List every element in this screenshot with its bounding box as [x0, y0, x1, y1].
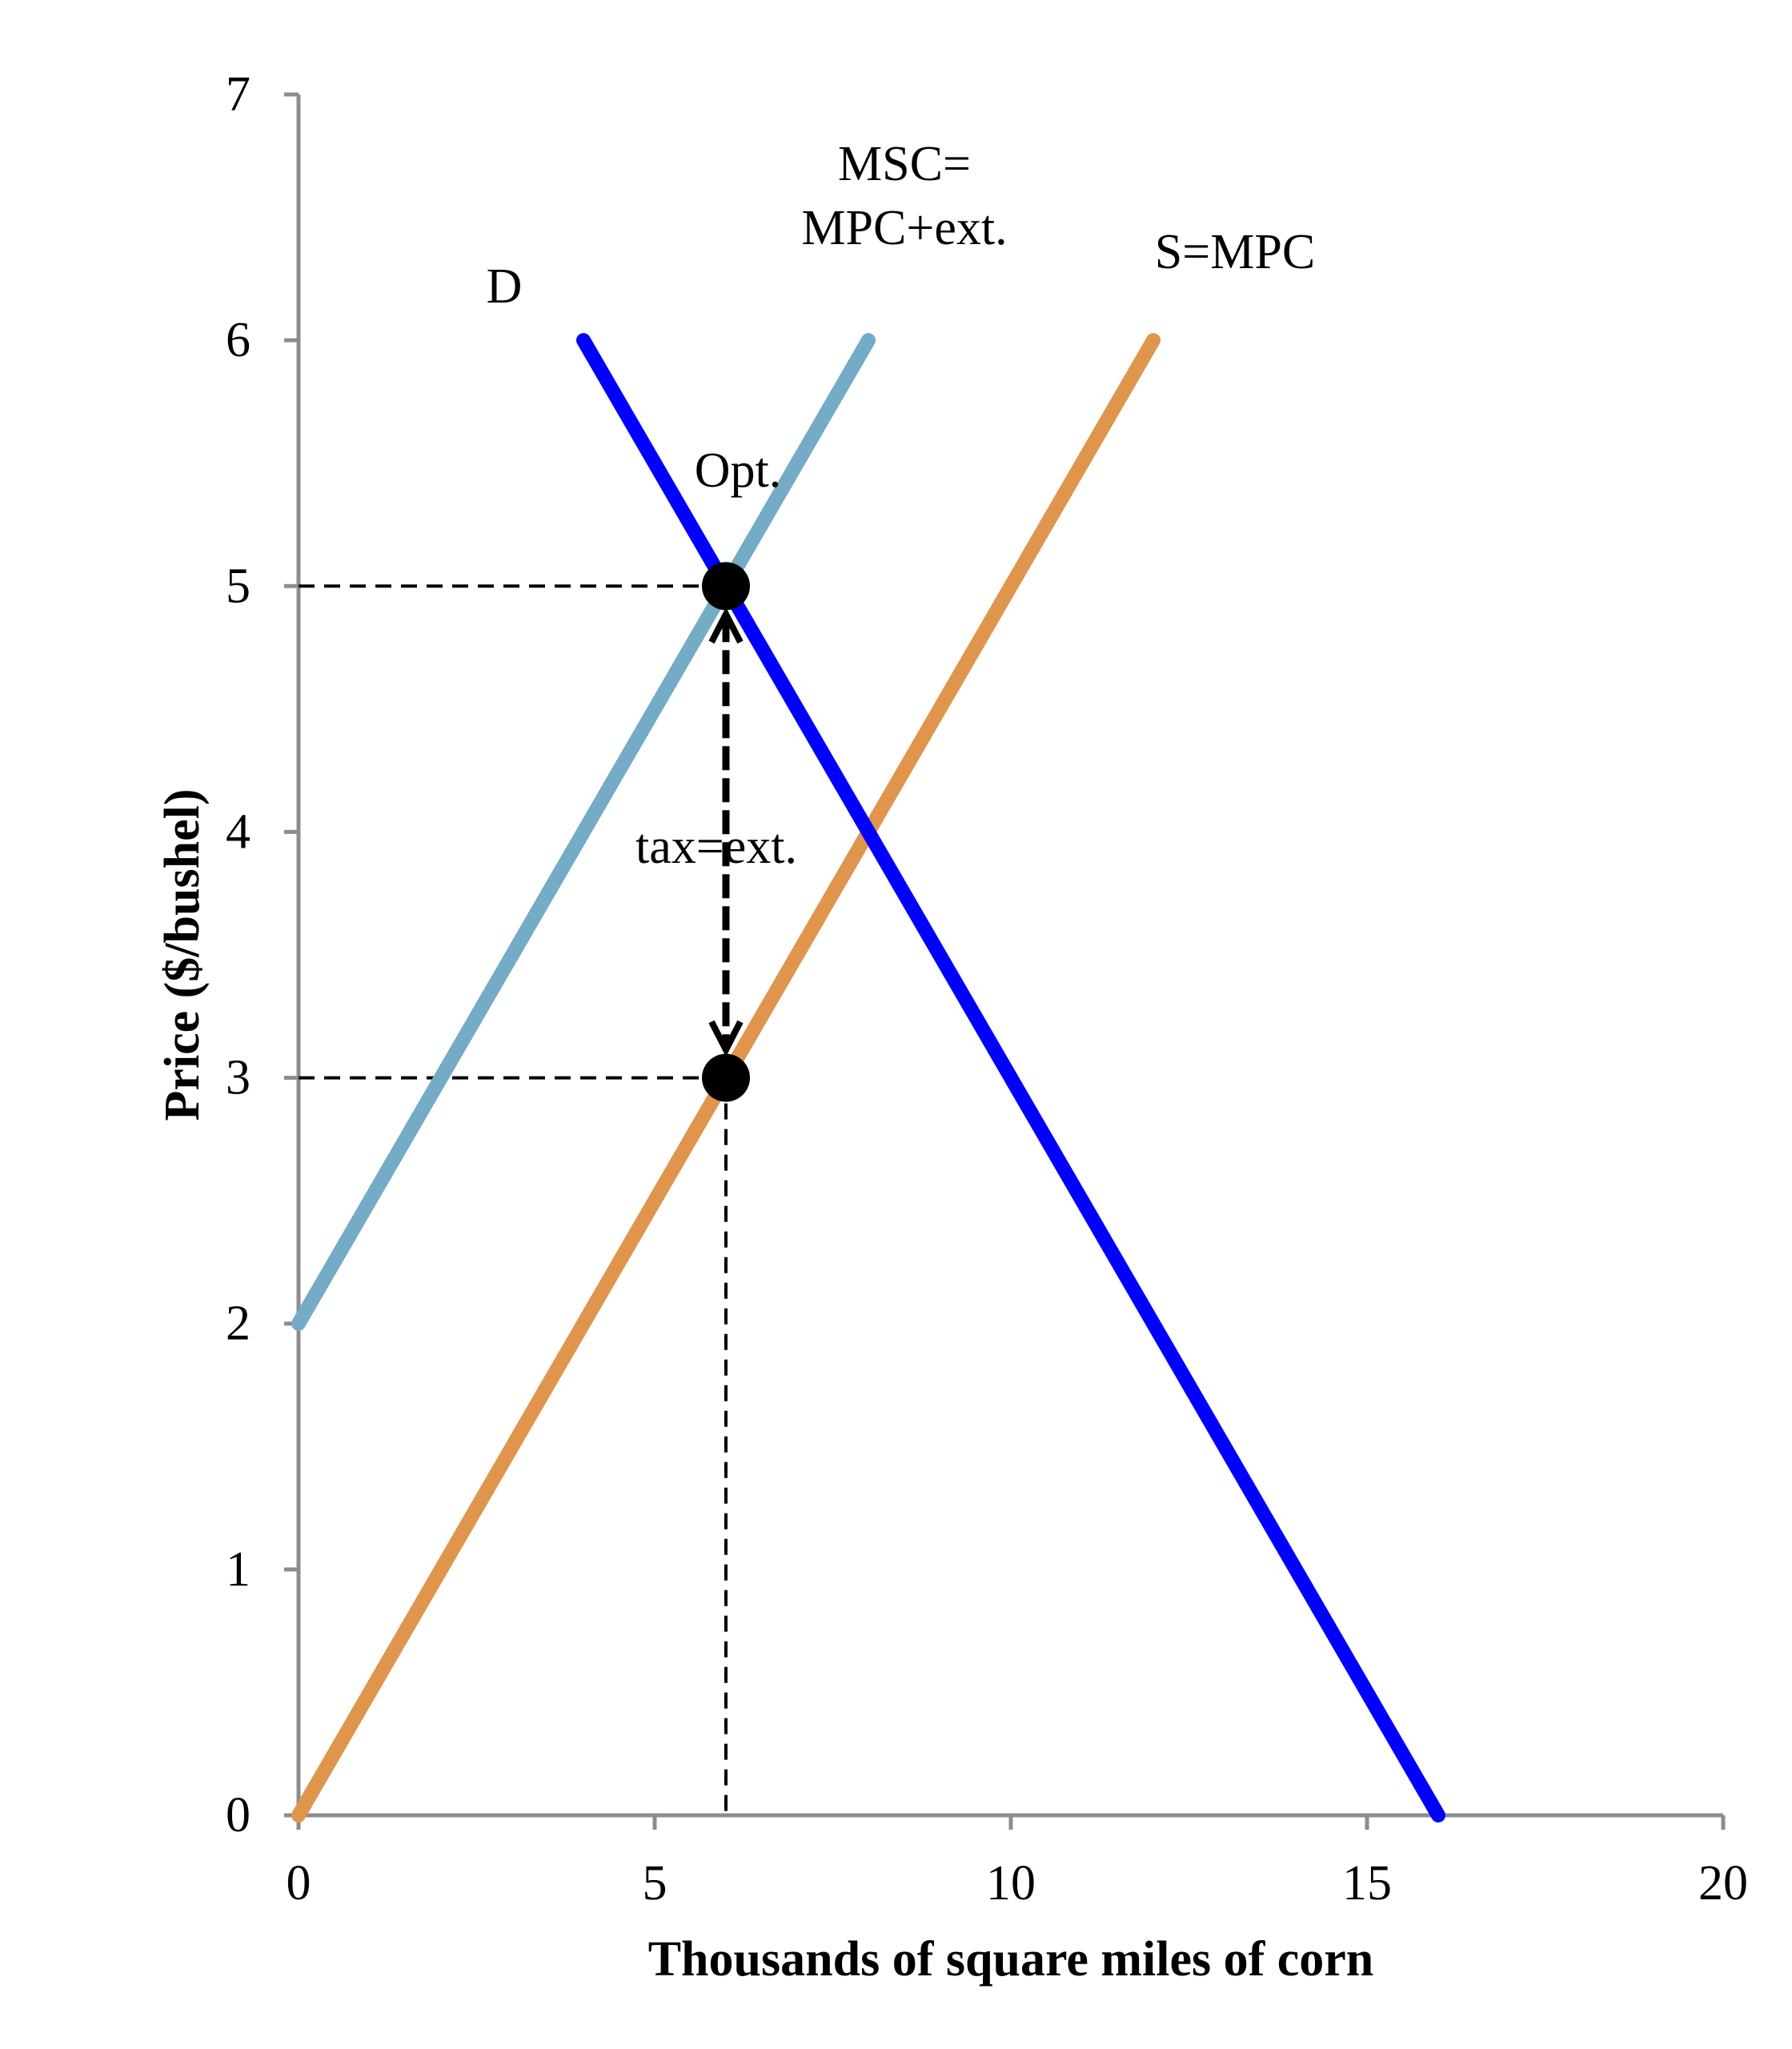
- optimum-point: [702, 562, 750, 611]
- x-tick-label: 10: [986, 1856, 1036, 1911]
- equilibrium-points: [702, 562, 750, 1102]
- y-tick-label: 6: [226, 313, 251, 367]
- y-tick-label: 1: [226, 1542, 251, 1597]
- supply-label: S=MPC: [1155, 225, 1315, 279]
- y-tick-label: 7: [226, 67, 251, 122]
- msc-label-line2: MPC+ext.: [801, 201, 1007, 255]
- x-tick-label: 20: [1698, 1856, 1748, 1911]
- x-axis-title: Thousands of square miles of corn: [648, 1932, 1374, 1987]
- msc-curve: [291, 333, 876, 1331]
- tax-arrow: [708, 607, 744, 1057]
- y-axis-title: Price ($/bushel): [155, 789, 210, 1121]
- demand-label: D: [487, 259, 523, 314]
- x-tick-label: 0: [287, 1856, 311, 1911]
- tax-arrow-head-up: [708, 607, 744, 644]
- y-tick-label: 3: [226, 1051, 251, 1105]
- y-tick-label: 4: [226, 804, 251, 859]
- y-tick-label: 0: [226, 1788, 251, 1842]
- optimum-label: Opt.: [695, 443, 782, 498]
- tax-arrow-head-down: [708, 1020, 744, 1057]
- x-tick-label: 15: [1342, 1856, 1392, 1911]
- guide-lines: [299, 584, 728, 1815]
- y-ticks: 0 1 2 3 4 5 6 7: [226, 67, 299, 1842]
- msc-label-line1: MSC=: [838, 137, 971, 191]
- supply-tax-point: [702, 1053, 750, 1102]
- y-tick-label: 5: [226, 559, 251, 613]
- x-tick-label: 5: [643, 1856, 667, 1911]
- tax-label: tax=ext.: [635, 820, 797, 874]
- curves: [291, 333, 1445, 1822]
- y-tick-label: 2: [226, 1297, 251, 1351]
- x-ticks: 0 5 10 15 20: [287, 1815, 1748, 1911]
